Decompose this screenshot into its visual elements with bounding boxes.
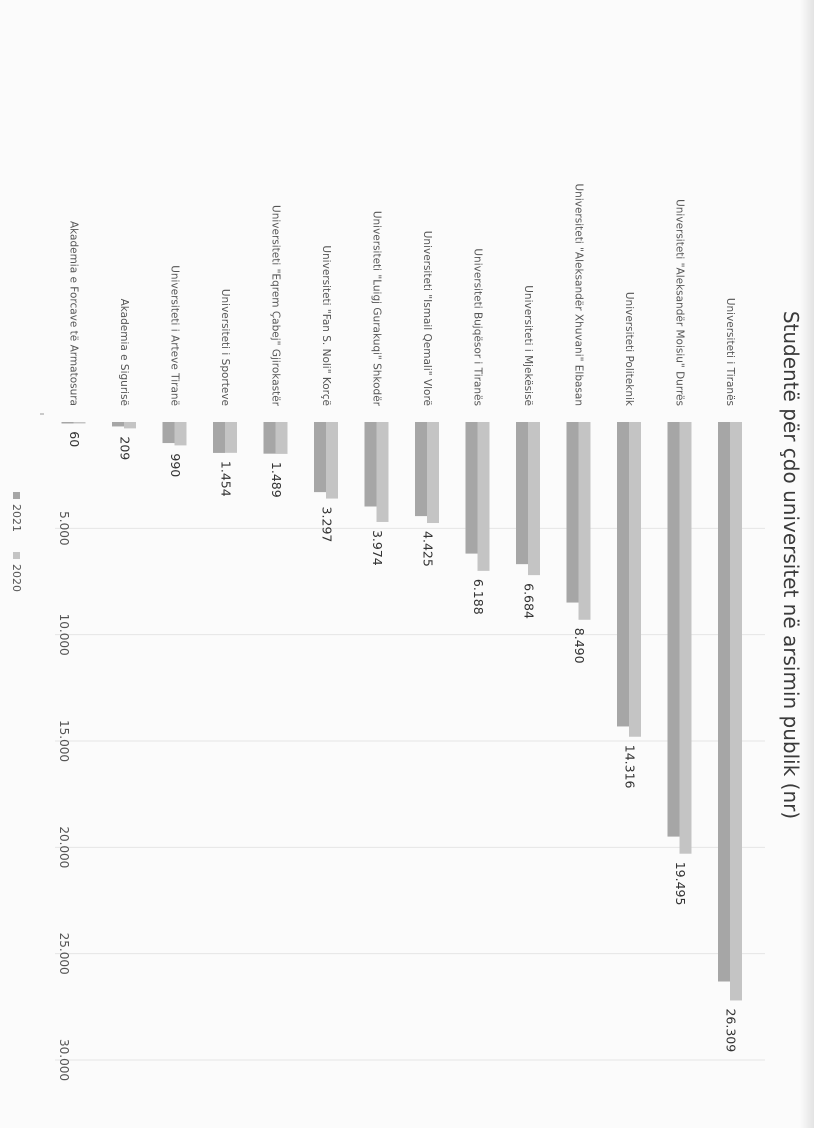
bar-2021: [718, 422, 730, 982]
category-label: Universiteti i Arteve Tiranë: [169, 265, 181, 406]
category-label: Universiteti "Eqrem Çabej" Gjirokastër: [270, 205, 282, 407]
data-label: 6.684: [522, 583, 537, 619]
bar-2020: [427, 422, 439, 523]
bar-2021: [112, 422, 124, 426]
legend-swatch-2020: [13, 552, 20, 559]
data-label: 8.490: [572, 628, 587, 664]
data-label: 990: [168, 453, 183, 477]
tick-label: 10.000: [57, 614, 71, 656]
category-label: Universiteti "Ismail Qemali" Vlorë: [421, 231, 433, 406]
data-label: 3.297: [320, 507, 335, 543]
bar-2021: [314, 422, 326, 492]
bar-2020: [528, 422, 540, 575]
chart-bars: [62, 422, 743, 1000]
bar-2020: [124, 422, 136, 428]
data-label: 19.495: [673, 862, 688, 906]
legend-label-2021: 2021: [10, 504, 23, 532]
bar-2020: [276, 422, 288, 454]
bar-2020: [680, 422, 692, 854]
category-label: Akademia e Sigurisë: [118, 299, 130, 406]
legend-swatch-2021: [13, 492, 20, 499]
category-label: Universiteti "Aleksandër Moisiu" Durrës: [674, 199, 686, 406]
bar-2021: [213, 422, 225, 453]
data-label: 14.316: [623, 745, 638, 789]
bar-2021: [617, 422, 629, 726]
bar-2020: [175, 422, 187, 445]
data-label: 1.454: [219, 461, 234, 497]
bar-2020: [377, 422, 389, 522]
bar-2021: [567, 422, 579, 603]
bar-2021: [516, 422, 528, 564]
bar-2020: [478, 422, 490, 571]
data-label: 1.489: [269, 462, 284, 498]
bar-2020: [74, 422, 86, 424]
data-label: 209: [118, 436, 133, 460]
tick-label: 25.000: [57, 933, 71, 975]
scan-edge: [800, 0, 814, 1128]
tick-label: 20.000: [57, 826, 71, 868]
category-label: Universiteti Bujqësor i Tiranës: [472, 248, 484, 406]
bar-2021: [466, 422, 478, 554]
category-label: Universiteti i Mjekësisë: [522, 285, 534, 406]
data-label: 26.309: [724, 1008, 739, 1052]
legend-label-2020: 2020: [10, 564, 23, 592]
data-label: 6.188: [471, 579, 486, 615]
bar-2020: [326, 422, 338, 499]
bar-2020: [629, 422, 641, 737]
category-label: Akademia e Forcave të Armatosura: [68, 221, 80, 406]
tick-label: 30.000: [57, 1039, 71, 1081]
category-labels: Universiteti i Tiranës Universiteti "Alek…: [68, 184, 737, 407]
category-label: Universiteti Politeknik: [623, 292, 635, 407]
data-label: 60: [67, 431, 82, 447]
tick-label: 5.000: [57, 511, 71, 545]
axis-ticks: 5.000 10.000 15.000 20.000 25.000 30.000: [40, 414, 71, 1081]
legend: 2021 2020: [10, 492, 23, 592]
bar-2020: [579, 422, 591, 620]
data-label: 3.974: [370, 530, 385, 566]
bar-2021: [415, 422, 427, 516]
category-label: Universiteti "Luigj Gurakuqi" Shkodër: [371, 211, 383, 407]
category-label: Universiteti i Sporteve: [219, 289, 231, 406]
bar-2021: [62, 422, 74, 424]
data-label: 4.425: [421, 531, 436, 567]
bar-2020: [225, 422, 237, 453]
bar-2020: [730, 422, 742, 1000]
bar-2021: [163, 422, 175, 443]
category-label: Universiteti "Fan S. Noli" Korçë: [320, 245, 332, 406]
bar-2021: [668, 422, 680, 837]
chart-grid: [55, 528, 765, 1060]
category-label: Universiteti "Aleksandër Xhuvani" Elbasa…: [573, 184, 585, 407]
bar-2021: [365, 422, 377, 507]
category-label: Universiteti i Tiranës: [724, 298, 736, 406]
tick-label: 15.000: [57, 720, 71, 762]
bar-2021: [264, 422, 276, 454]
